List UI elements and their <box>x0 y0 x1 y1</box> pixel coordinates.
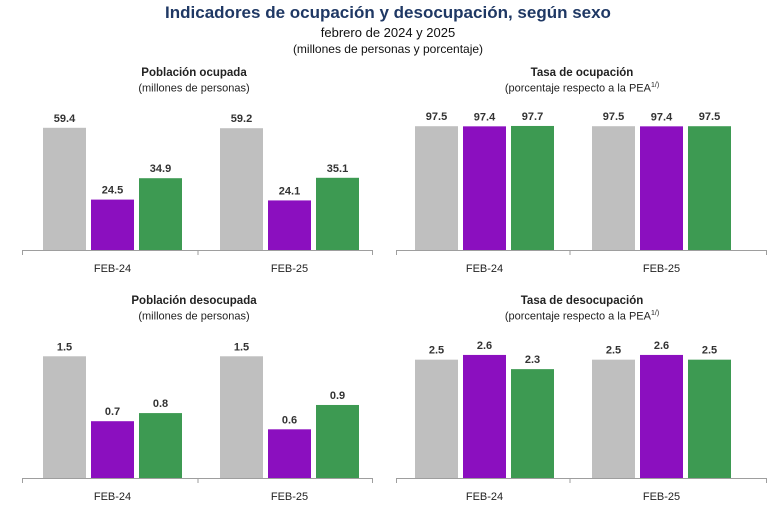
data-label: 2.6 <box>654 340 669 352</box>
data-label: 97.4 <box>651 111 673 123</box>
panel-title: Tasa de desocupación <box>520 295 644 307</box>
bar-chart-tasa-desocupacion: 2.5 2.6 2.3 FEB-24 2.5 2.6 2.5 FEB-25 <box>396 340 767 503</box>
bar-total-feb-25 <box>220 128 263 250</box>
data-label: 97.4 <box>474 111 496 123</box>
category-label: FEB-25 <box>643 491 680 503</box>
data-label: 0.6 <box>282 414 297 426</box>
panel-title: Tasa de ocupación <box>530 67 634 79</box>
panel-title: Población desocupada <box>131 295 257 307</box>
data-label: 2.5 <box>702 345 717 357</box>
bar-mujeres-feb-24 <box>91 421 134 478</box>
data-label: 35.1 <box>327 163 348 175</box>
bar-mujeres-feb-25 <box>640 354 683 478</box>
bar-mujeres-feb-25 <box>640 126 683 250</box>
main-subtitle: febrero de 2024 y 2025 <box>320 25 456 40</box>
data-label: 2.5 <box>429 345 444 357</box>
main-title: Indicadores de ocupación y desocupación,… <box>165 3 611 22</box>
bar-total-feb-25 <box>592 126 635 250</box>
bar-hombres-feb-25 <box>316 177 359 250</box>
panel-subtitle: (millones de personas) <box>138 310 250 323</box>
bar-total-feb-25 <box>220 356 263 478</box>
data-label: 97.5 <box>699 111 720 123</box>
data-label: 2.6 <box>477 340 492 352</box>
bar-chart-poblacion-desocupada: 1.5 0.7 0.8 FEB-24 1.5 0.6 0.9 FEB-25 <box>22 341 373 503</box>
panel-subtitle: (porcentaje respecto a la PEA1/) <box>504 310 660 323</box>
data-label: 0.7 <box>105 406 120 418</box>
bar-total-feb-25 <box>592 359 635 478</box>
category-label: FEB-24 <box>94 263 131 275</box>
data-label: 59.4 <box>54 113 76 125</box>
bar-mujeres-feb-25 <box>268 429 311 478</box>
data-label: 0.8 <box>153 398 168 410</box>
panel-tasa-desocupacion: Tasa de desocupación (porcentaje respect… <box>388 294 776 526</box>
data-label: 2.5 <box>606 345 621 357</box>
bar-chart-poblacion-ocupada: 59.4 24.5 34.9 FEB-24 59.2 24.1 35.1 FEB-25 <box>22 113 373 275</box>
data-label: 1.5 <box>234 341 249 353</box>
bar-mujeres-feb-24 <box>91 199 134 250</box>
category-label: FEB-25 <box>271 263 308 275</box>
bar-mujeres-feb-24 <box>463 354 506 478</box>
bar-hombres-feb-24 <box>139 178 182 250</box>
category-label: FEB-24 <box>466 263 503 275</box>
data-label: 24.1 <box>279 185 300 197</box>
bar-hombres-feb-24 <box>139 413 182 478</box>
bar-hombres-feb-25 <box>688 359 731 478</box>
data-label: 0.9 <box>330 390 345 402</box>
data-label: 2.3 <box>525 354 540 366</box>
category-label: FEB-25 <box>271 491 308 503</box>
category-label: FEB-24 <box>466 491 503 503</box>
panel-subtitle: (porcentaje respecto a la PEA1/) <box>504 82 660 95</box>
data-label: 97.5 <box>426 111 447 123</box>
data-label: 97.7 <box>522 111 543 123</box>
data-label: 1.5 <box>57 341 72 353</box>
bar-hombres-feb-25 <box>316 404 359 478</box>
bar-total-feb-24 <box>43 127 86 250</box>
category-label: FEB-25 <box>643 263 680 275</box>
bar-hombres-feb-24 <box>511 125 554 250</box>
panel-tasa-ocupacion: Tasa de ocupación (porcentaje respecto a… <box>388 66 776 298</box>
data-label: 59.2 <box>231 113 252 125</box>
bar-total-feb-24 <box>415 126 458 250</box>
bar-total-feb-24 <box>415 359 458 478</box>
data-label: 34.9 <box>150 163 171 175</box>
data-label: 24.5 <box>102 185 123 197</box>
bar-total-feb-24 <box>43 356 86 478</box>
panel-subtitle: (millones de personas) <box>138 82 250 95</box>
panel-poblacion-desocupada: Población desocupada (millones de person… <box>0 294 388 526</box>
bar-chart-tasa-ocupacion: 97.5 97.4 97.7 FEB-24 97.5 97.4 97.5 FEB-25 <box>396 111 767 275</box>
bar-hombres-feb-24 <box>511 369 554 478</box>
panel-poblacion-ocupada: Población ocupada (millones de personas)… <box>0 66 388 298</box>
panel-title: Población ocupada <box>141 67 247 79</box>
chart-header: Indicadores de ocupación y desocupación,… <box>0 2 776 58</box>
bar-mujeres-feb-25 <box>268 200 311 250</box>
bar-mujeres-feb-24 <box>463 126 506 250</box>
data-label: 97.5 <box>603 111 624 123</box>
category-label: FEB-24 <box>94 491 131 503</box>
units-note: (millones de personas y porcentaje) <box>292 42 484 56</box>
bar-hombres-feb-25 <box>688 126 731 250</box>
